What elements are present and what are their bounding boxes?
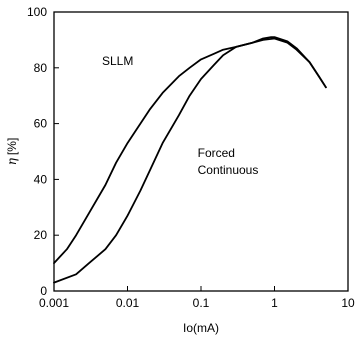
y-axis-title: η [%] [5, 138, 19, 166]
series-line-sllm [53, 37, 327, 264]
y-tick-label: 60 [34, 117, 48, 131]
annotation-backing [195, 161, 261, 178]
annotation-layer: SLLM Forced Continuous [100, 53, 261, 178]
x-tick-label: 1 [271, 296, 278, 310]
y-tick-label: 80 [34, 61, 48, 75]
x-axis-title: Io(mA) [183, 321, 219, 335]
y-tick-label: 20 [34, 228, 48, 242]
y-axis: 0 20 40 60 80 100 [27, 5, 59, 298]
x-tick-label: 0.01 [116, 296, 140, 310]
y-axis-symbol: η [5, 157, 19, 165]
annotation-backing [195, 145, 237, 162]
annotation-label: Forced [198, 146, 235, 160]
series-line-forced-continuous [53, 36, 327, 284]
annotation-backing [100, 53, 136, 70]
y-axis-unit: [%] [5, 138, 19, 155]
x-tick-label: 10 [341, 296, 355, 310]
x-tick-label: 0.1 [193, 296, 210, 310]
series-layer [53, 36, 327, 284]
x-axis: 0.001 0.01 0.1 1 10 [39, 286, 355, 310]
y-tick-label: 0 [40, 284, 47, 298]
x-tick-label: 0.001 [39, 296, 69, 310]
y-tick-label: 40 [34, 172, 48, 186]
annotation-label: SLLM [102, 54, 133, 68]
svg-text:η[%]: η [%] [5, 138, 19, 166]
y-tick-label: 100 [27, 5, 47, 19]
annotation-label: Continuous [198, 163, 259, 177]
